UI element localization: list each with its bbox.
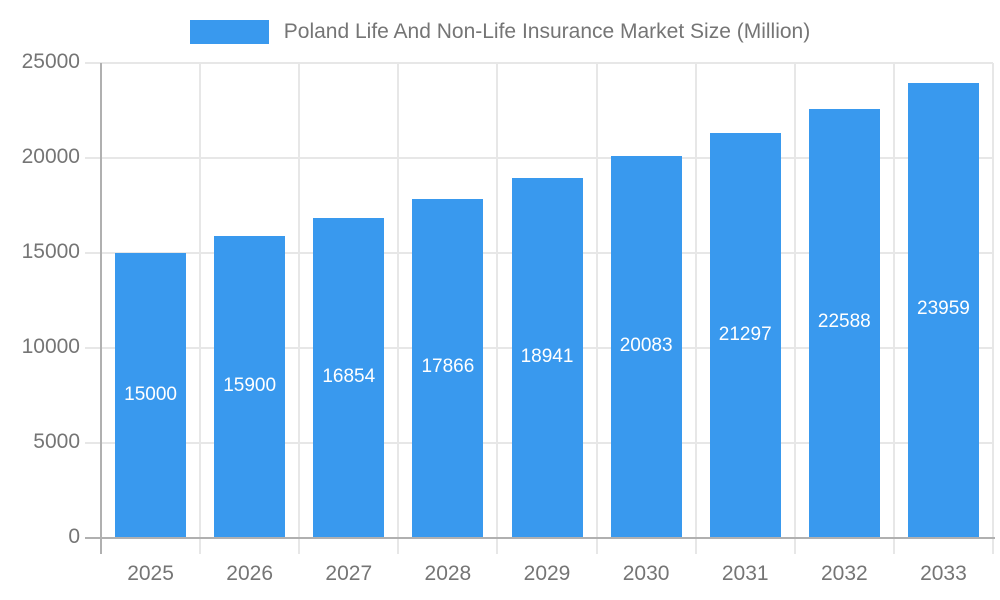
y-tick-label: 25000 (21, 50, 80, 73)
plot-area: 0 5000 10000 15000 20000 25000 15000 2025 15900 2… (22, 50, 995, 585)
bar-value-label: 15900 (223, 374, 277, 396)
v-gridline (595, 63, 598, 554)
x-tick-label: 2032 (820, 562, 868, 585)
v-gridline (694, 63, 697, 554)
bar[interactable] (412, 198, 484, 538)
v-gridline (992, 63, 994, 554)
bar-value-label: 15000 (124, 383, 177, 405)
v-gridline (496, 63, 499, 554)
v-gridline (199, 63, 202, 554)
x-tick-label: 2028 (424, 562, 472, 585)
y-tick-label: 0 (68, 525, 80, 548)
bar[interactable] (709, 133, 781, 538)
legend-swatch (189, 20, 269, 44)
bar[interactable] (808, 108, 880, 538)
y-tick-label: 5000 (33, 430, 80, 453)
x-tick-label: 2031 (721, 562, 769, 585)
h-gridline (101, 157, 993, 159)
x-tick-label: 2033 (920, 562, 967, 585)
bar-value-label: 16854 (322, 365, 376, 387)
y-axis-tick (85, 442, 101, 444)
y-tick-label: 10000 (21, 335, 80, 358)
bar[interactable] (907, 82, 979, 538)
y-tick-label: 20000 (21, 145, 80, 168)
x-axis-line (85, 537, 995, 539)
y-axis-tick (85, 252, 101, 254)
bar-value-label: 23959 (917, 298, 970, 320)
y-tick-label: 15000 (21, 240, 80, 263)
bar[interactable] (115, 253, 187, 538)
y-axis-tick (85, 62, 101, 64)
legend-label: Poland Life And Non-Life Insurance Marke… (283, 20, 811, 43)
bar-value-label: 21297 (718, 323, 772, 345)
x-tick-label: 2026 (226, 562, 274, 585)
bar[interactable] (511, 178, 583, 538)
v-gridline (793, 63, 796, 554)
v-gridline (397, 63, 400, 554)
v-gridline (298, 63, 301, 554)
h-gridline (101, 62, 993, 64)
y-axis-tick (85, 157, 101, 159)
bar-value-label: 22588 (817, 311, 871, 333)
bar[interactable] (610, 156, 682, 538)
bar[interactable] (313, 217, 385, 538)
legend[interactable]: Poland Life And Non-Life Insurance Marke… (0, 18, 1000, 46)
y-axis-tick (85, 347, 101, 349)
v-gridline (892, 63, 895, 554)
y-axis-line (100, 63, 102, 554)
bar-value-label: 17866 (421, 356, 475, 378)
bar[interactable] (214, 235, 286, 538)
x-tick-label: 2027 (325, 562, 373, 585)
bar-value-label: 20083 (619, 335, 673, 357)
bar-value-label: 18941 (520, 346, 574, 368)
x-tick-label: 2030 (622, 562, 670, 585)
x-tick-label: 2029 (523, 562, 571, 585)
x-tick-label: 2025 (127, 562, 174, 585)
